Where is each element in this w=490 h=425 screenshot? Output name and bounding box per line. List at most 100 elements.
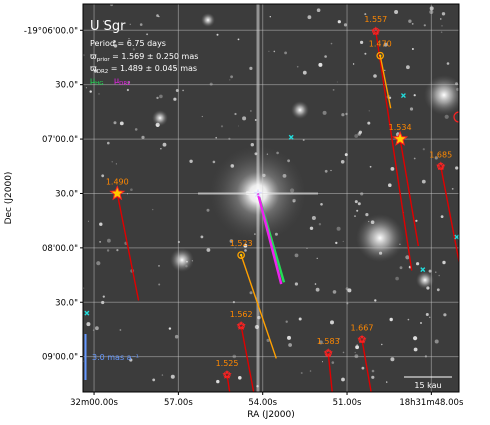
background-star <box>422 148 425 151</box>
background-star <box>128 38 130 40</box>
background-star <box>126 88 129 92</box>
background-star <box>413 94 416 97</box>
star-marker <box>376 51 385 60</box>
background-star <box>434 339 439 344</box>
background-star <box>250 110 252 112</box>
star-marker <box>109 185 126 201</box>
background-star <box>336 226 341 231</box>
background-star <box>232 354 237 359</box>
background-star <box>98 93 100 95</box>
background-star <box>146 33 149 36</box>
background-star <box>338 338 340 340</box>
background-star <box>443 313 447 317</box>
bright-star-glow <box>152 110 168 126</box>
background-star <box>354 354 359 359</box>
background-star <box>206 248 211 252</box>
background-star <box>356 209 359 212</box>
background-star <box>85 87 87 89</box>
star-marker-ring <box>237 322 245 330</box>
y-tick-label: 07'00.0" <box>42 135 78 145</box>
background-star <box>173 67 176 70</box>
background-star <box>244 249 247 252</box>
star-parallax-label: 1.525 <box>216 359 239 368</box>
background-star <box>374 299 377 302</box>
background-star <box>331 361 335 364</box>
background-star <box>124 69 127 72</box>
background-stars <box>83 4 459 392</box>
background-star <box>152 378 156 382</box>
background-star <box>415 220 417 222</box>
background-star <box>441 12 446 16</box>
background-star <box>215 136 217 139</box>
background-star <box>212 160 216 164</box>
parallax-prior-label: ϖprior = 1.569 ± 0.250 mas <box>90 52 198 63</box>
background-star <box>243 243 248 248</box>
legend-mu-hg: μHG <box>90 76 104 87</box>
background-star <box>369 165 372 168</box>
background-star <box>390 167 395 171</box>
star-labels: 1.557 1.470 1.534 1.685 1.490 1.523 1.562 1.667… <box>106 15 452 368</box>
background-star <box>209 82 213 86</box>
background-star <box>294 282 298 286</box>
background-star <box>107 141 110 145</box>
pm-vector <box>116 193 140 301</box>
background-star <box>129 23 131 25</box>
plot-area: 1.557 1.470 1.534 1.685 1.490 1.523 1.562 1.667… <box>83 4 459 392</box>
background-star <box>89 90 92 93</box>
background-star <box>360 40 364 45</box>
bright-star-glow <box>424 75 459 115</box>
background-star <box>407 318 410 321</box>
background-star <box>354 134 359 138</box>
y-tick-label: 30.0" <box>55 298 78 308</box>
background-star <box>411 23 414 25</box>
background-star <box>356 344 358 346</box>
background-star <box>316 257 318 259</box>
background-star <box>406 65 410 70</box>
background-star <box>311 216 316 220</box>
background-star <box>364 13 367 16</box>
background-star <box>451 188 454 190</box>
background-star <box>189 159 193 163</box>
target-marker <box>253 188 263 198</box>
background-star <box>162 142 167 147</box>
pm-vector <box>399 138 420 247</box>
x-axis-title: RA (J2000) <box>247 410 295 420</box>
background-star <box>322 361 323 363</box>
background-star <box>340 160 345 164</box>
background-star <box>101 174 105 178</box>
pm-vector <box>327 352 333 392</box>
background-star <box>182 89 184 92</box>
star-parallax-label: 1.557 <box>364 15 387 24</box>
background-star <box>285 320 288 323</box>
y-tick-label: 30.0" <box>55 81 78 91</box>
background-star <box>306 247 308 249</box>
background-star <box>373 74 377 78</box>
background-star <box>347 288 352 293</box>
star-marker <box>236 320 246 330</box>
background-star <box>337 20 341 24</box>
background-star <box>200 235 204 239</box>
background-star <box>440 18 442 20</box>
background-star <box>201 115 203 118</box>
background-star <box>442 260 446 265</box>
background-star <box>336 81 338 83</box>
background-star <box>322 110 327 115</box>
field-star-marker <box>400 93 406 99</box>
background-star <box>99 241 101 243</box>
background-star <box>127 81 130 84</box>
bright-star-glow <box>170 248 194 272</box>
background-star <box>405 255 410 260</box>
background-star <box>394 10 399 14</box>
background-star <box>302 70 307 75</box>
star-marker <box>237 251 245 259</box>
background-star <box>368 110 370 112</box>
background-star <box>237 38 240 41</box>
background-star <box>364 52 367 55</box>
y-tick-label: 30.0" <box>55 189 78 199</box>
star-marker <box>222 369 232 379</box>
background-star <box>266 338 270 342</box>
star-parallax-label: 1.685 <box>429 150 452 159</box>
background-star <box>381 343 383 346</box>
background-star <box>127 193 128 195</box>
